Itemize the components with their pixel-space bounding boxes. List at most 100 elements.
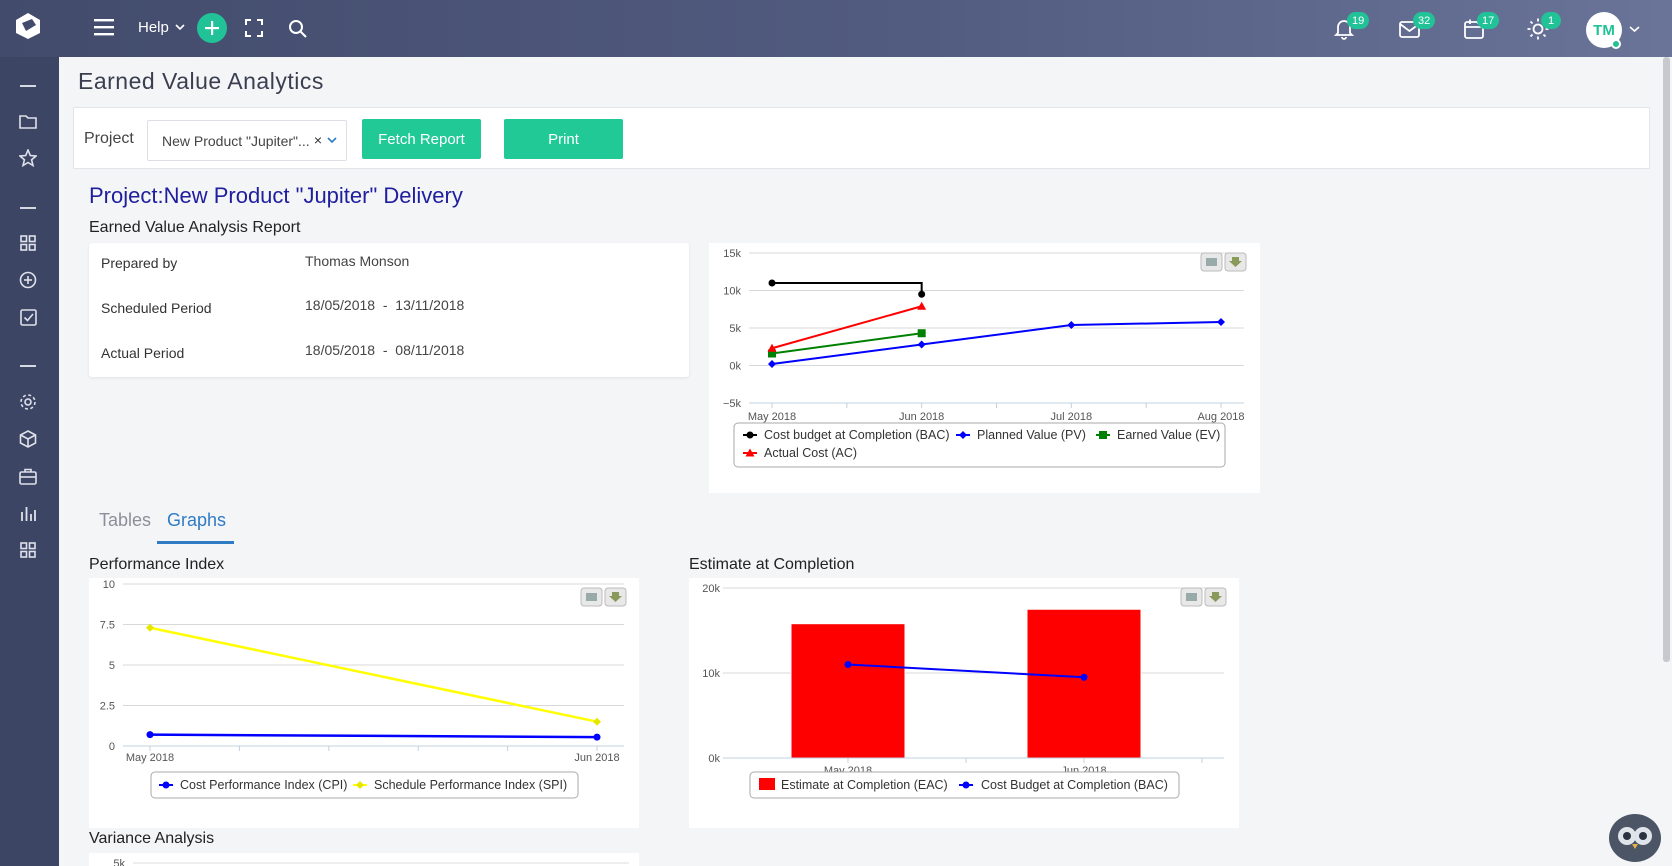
series-line [771, 305, 922, 350]
grid-icon[interactable] [17, 232, 39, 254]
y-tick-label: 0k [729, 361, 741, 373]
data-point [917, 340, 926, 349]
menu-icon[interactable] [92, 16, 116, 38]
series-line [149, 626, 598, 723]
y-tick-label: 0k [708, 753, 720, 765]
top-bar [0, 0, 1672, 57]
print-chart-icon[interactable] [1180, 587, 1203, 607]
y-tick-label: 2.5 [100, 701, 115, 713]
add-button[interactable] [197, 13, 227, 43]
prepared-by-label: Prepared by [101, 255, 178, 271]
data-point [767, 343, 777, 352]
data-point [917, 329, 926, 338]
bulb-icon[interactable] [1525, 16, 1551, 42]
project-select[interactable]: New Product "Jupiter"... × [147, 120, 347, 161]
chatbot-launcher[interactable] [1609, 814, 1661, 862]
prepared-by-value: Thomas Monson [305, 253, 410, 269]
data-point [917, 301, 927, 310]
help-label: Help [138, 18, 169, 36]
updates-count: 1 [1541, 12, 1561, 29]
add-circle-icon[interactable] [17, 269, 39, 291]
folder-icon[interactable] [17, 110, 39, 132]
chevron-down-icon[interactable] [1627, 22, 1641, 36]
online-status-dot [1611, 39, 1621, 49]
x-tick-label: Jul 2018 [1051, 411, 1093, 423]
variance-analysis-title: Variance Analysis [89, 830, 215, 847]
y-tick-label: 10k [702, 668, 720, 680]
performance-index-chart: 10 7.5 5 2.5 0 May 2018 Jun 2018 Cost Performan… [100, 579, 627, 799]
print-chart-icon[interactable] [1200, 252, 1223, 272]
scheduled-period-label: Scheduled Period [101, 300, 212, 316]
performance-index-title: Performance Index [89, 556, 225, 573]
download-chart-icon[interactable] [1204, 587, 1227, 607]
performance-index-chart-card: 10 7.5 5 2.5 0 May 2018 Jun 2018 Cost Performan… [89, 578, 639, 828]
variance-chart: 5k [113, 858, 629, 866]
y-tick-label: 5k [113, 858, 125, 866]
legend-label: Cost Budget at Completion (BAC) [981, 778, 1168, 792]
y-tick-label: −5k [723, 398, 742, 410]
data-point [844, 661, 852, 668]
print-chart-icon[interactable] [580, 587, 603, 607]
earned-value-chart: 15k 10k 5k 0k −5k May 2018 Jun 2018 Jul 2018 Aug… [723, 248, 1247, 468]
series-line [149, 733, 598, 739]
checkbox-icon[interactable] [17, 306, 39, 328]
briefcase-icon[interactable] [17, 465, 39, 487]
print-button[interactable]: Print [504, 119, 623, 159]
sidebar-divider [20, 85, 36, 87]
sidebar-divider [20, 207, 36, 209]
notification-count: 19 [1347, 12, 1370, 29]
legend-label: Cost Performance Index (CPI) [180, 778, 347, 792]
message-count: 32 [1413, 12, 1436, 29]
y-tick-label: 10 [103, 579, 115, 591]
eac-title: Estimate at Completion [689, 556, 855, 573]
apps-icon[interactable] [17, 539, 39, 561]
bar [1026, 608, 1142, 759]
search-icon[interactable] [286, 17, 308, 39]
tab-graphs[interactable]: Graphs [167, 510, 227, 530]
star-icon[interactable] [17, 147, 39, 169]
chevron-down-icon[interactable] [326, 134, 338, 146]
clear-icon[interactable]: × [313, 132, 322, 148]
project-heading: Project:New Product "Jupiter" Delivery [89, 183, 463, 208]
page-scrollbar[interactable] [1663, 57, 1670, 662]
fullscreen-icon[interactable] [243, 17, 265, 39]
active-tab-indicator [157, 541, 234, 544]
cube-icon[interactable] [17, 428, 39, 450]
bell-icon[interactable] [1331, 16, 1357, 42]
download-chart-icon[interactable] [1224, 252, 1247, 272]
bar-chart-icon[interactable] [17, 502, 39, 524]
data-point [593, 717, 601, 726]
legend-label: Earned Value (EV) [1117, 428, 1220, 442]
x-tick-label: Jun 2018 [574, 752, 619, 764]
sidebar-divider [20, 365, 36, 367]
x-tick-label: May 2018 [126, 752, 174, 764]
project-select-value: New Product "Jupiter"... [162, 132, 310, 149]
data-point [768, 349, 776, 358]
project-label: Project [84, 130, 134, 147]
calendar-count: 17 [1477, 12, 1500, 29]
bar [790, 623, 906, 759]
data-point [768, 360, 776, 368]
y-tick-label: 5 [109, 660, 115, 672]
page-title: Earned Value Analytics [78, 68, 324, 94]
fetch-report-button[interactable]: Fetch Report [362, 119, 481, 159]
help-menu[interactable]: Help [138, 16, 185, 38]
data-point [356, 781, 364, 789]
download-chart-icon[interactable] [604, 587, 627, 607]
variance-chart-card: 5k [89, 853, 639, 866]
app-logo[interactable] [14, 12, 42, 40]
data-point [1099, 431, 1107, 439]
report-info-card: Prepared by Thomas Monson Scheduled Peri… [89, 243, 689, 377]
data-point [745, 448, 755, 457]
data-point [959, 431, 967, 439]
legend-label: Cost budget at Completion (BAC) [764, 428, 950, 442]
data-point [162, 781, 170, 789]
legend-label: Estimate at Completion (EAC) [781, 778, 948, 792]
gear-icon[interactable] [17, 391, 39, 413]
tab-tables[interactable]: Tables [99, 510, 152, 530]
y-tick-label: 15k [723, 248, 741, 260]
data-point [1067, 321, 1076, 329]
chevron-down-icon [175, 24, 185, 31]
actual-period-label: Actual Period [101, 345, 185, 361]
